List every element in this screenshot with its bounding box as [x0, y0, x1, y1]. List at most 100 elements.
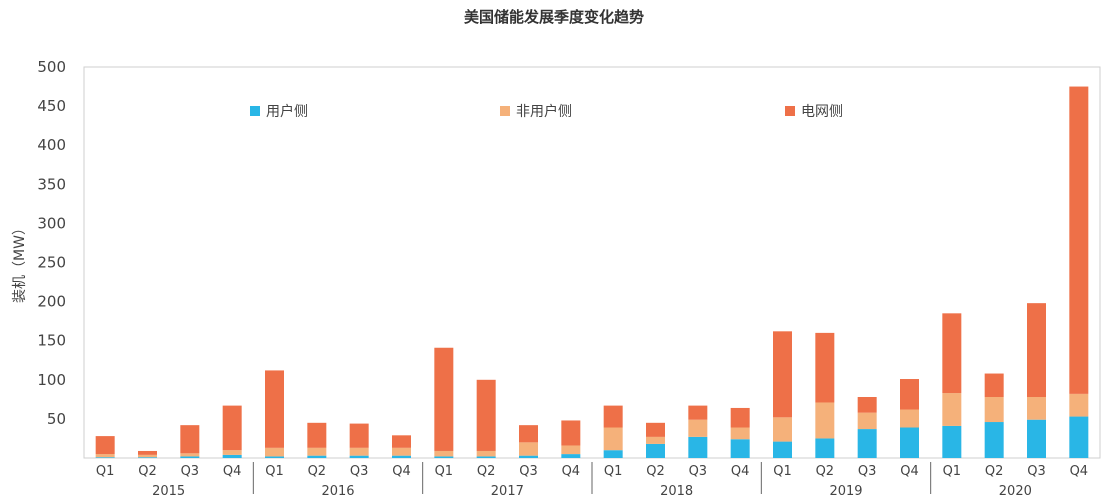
x-tick-label: Q4 — [392, 464, 411, 479]
legend-label: 用户侧 — [266, 103, 308, 120]
year-label: 2017 — [491, 484, 524, 499]
x-axis: Q1 Q2 Q3 Q4 Q1 Q2 Q3 Q4 Q1 Q2 Q3 Q4 Q1 Q2 Q3 Q4 Q1 Q2 Q3 Q4… — [96, 462, 1088, 499]
year-label: 2018 — [660, 484, 693, 499]
bar-segment-s0-10 — [519, 455, 538, 458]
year-label: 2020 — [999, 484, 1032, 499]
bar-segment-s0-9 — [476, 456, 496, 458]
bar-segment-s1-23 — [1069, 393, 1089, 417]
bar-segment-s2-22 — [1027, 303, 1046, 397]
year-label: 2016 — [321, 484, 354, 499]
bar-segment-s2-10 — [519, 425, 538, 443]
bar-segment-s0-0 — [95, 457, 115, 458]
bar-segment-s1-18 — [857, 412, 877, 430]
year-label: 2019 — [829, 484, 862, 499]
x-tick-label: Q4 — [1070, 464, 1089, 479]
bar-segment-s1-4 — [265, 447, 284, 457]
bar-segment-s1-0 — [95, 454, 115, 458]
bars — [95, 86, 1089, 458]
bar-segment-s0-2 — [180, 456, 200, 458]
bar-segment-s1-11 — [561, 445, 581, 455]
legend-swatch — [785, 106, 795, 116]
bar-segment-s1-9 — [476, 450, 496, 457]
bar-segment-s1-16 — [773, 417, 792, 442]
bar-segment-s1-8 — [434, 450, 454, 457]
y-axis: 50 100 150 200 250 300 350 400 450 500 — [37, 58, 66, 428]
x-tick-label: Q3 — [350, 464, 369, 479]
bar-segment-s2-4 — [265, 370, 284, 448]
bar-segment-s2-16 — [773, 331, 792, 418]
bar-segment-s1-12 — [603, 427, 623, 451]
bar-segment-s0-12 — [603, 450, 623, 458]
year-label: 2015 — [152, 484, 185, 499]
bar-segment-s1-14 — [688, 419, 708, 437]
bar-segment-s0-7 — [392, 455, 411, 458]
bar-segment-s2-11 — [561, 420, 581, 446]
bar-segment-s1-20 — [942, 393, 962, 426]
x-tick-label: Q1 — [435, 464, 454, 479]
x-tick-label: Q1 — [604, 464, 623, 479]
x-tick-label: Q4 — [562, 464, 581, 479]
y-tick-label: 100 — [37, 371, 66, 389]
bar-segment-s1-2 — [180, 453, 200, 457]
x-tick-label: Q1 — [265, 464, 284, 479]
bar-segment-s2-9 — [476, 379, 496, 451]
bar-segment-s2-12 — [603, 405, 623, 428]
bar-segment-s0-19 — [900, 427, 919, 458]
bar-segment-s1-21 — [984, 397, 1004, 423]
y-tick-label: 500 — [37, 58, 66, 76]
bar-segment-s0-11 — [561, 454, 581, 458]
bar-segment-s1-19 — [900, 409, 919, 428]
y-axis-label: 装机（MW） — [12, 221, 28, 303]
x-tick-label: Q2 — [985, 464, 1004, 479]
bar-segment-s1-1 — [138, 454, 157, 458]
bar-segment-s0-21 — [984, 422, 1004, 458]
bar-segment-s0-18 — [857, 429, 877, 458]
bar-segment-s0-5 — [307, 455, 327, 458]
bar-segment-s0-4 — [265, 456, 284, 458]
bar-segment-s0-14 — [688, 436, 708, 458]
x-tick-label: Q3 — [181, 464, 200, 479]
bar-segment-s2-19 — [900, 379, 919, 410]
bar-segment-s2-20 — [942, 313, 962, 394]
bar-segment-s2-5 — [307, 422, 327, 448]
bar-segment-s2-21 — [984, 373, 1004, 397]
y-tick-label: 50 — [47, 410, 66, 428]
bar-segment-s1-5 — [307, 447, 327, 456]
y-tick-label: 200 — [37, 293, 66, 311]
x-tick-label: Q4 — [900, 464, 919, 479]
bar-segment-s0-6 — [349, 455, 369, 458]
bar-segment-s0-3 — [222, 454, 242, 458]
x-tick-label: Q2 — [816, 464, 835, 479]
bar-segment-s0-17 — [815, 438, 835, 458]
plot-frame — [83, 66, 1101, 459]
bar-segment-s0-23 — [1069, 416, 1089, 458]
bar-segment-s0-15 — [730, 439, 750, 458]
bar-segment-s0-13 — [646, 443, 665, 458]
bar-segment-s2-8 — [434, 347, 454, 451]
bar-segment-s2-17 — [815, 332, 835, 403]
legend-swatch — [500, 106, 510, 116]
bar-segment-s0-1 — [138, 457, 157, 458]
y-tick-label: 150 — [37, 332, 66, 350]
bar-segment-s2-15 — [730, 407, 750, 428]
bar-segment-s1-17 — [815, 402, 835, 439]
y-tick-label: 300 — [37, 214, 66, 232]
x-tick-label: Q1 — [943, 464, 962, 479]
bar-segment-s2-2 — [180, 425, 200, 454]
y-tick-label: 250 — [37, 254, 66, 272]
legend-label: 非用户侧 — [516, 103, 572, 120]
x-tick-label: Q2 — [138, 464, 157, 479]
bar-segment-s0-16 — [773, 441, 792, 458]
bar-segment-s0-8 — [434, 456, 454, 458]
y-tick-label: 400 — [37, 136, 66, 154]
x-tick-label: Q3 — [1027, 464, 1046, 479]
bar-segment-s2-0 — [95, 436, 115, 455]
x-tick-label: Q4 — [731, 464, 750, 479]
legend-label: 电网侧 — [801, 104, 843, 120]
bar-segment-s1-13 — [646, 436, 665, 444]
bar-segment-s0-20 — [942, 425, 962, 458]
bar-segment-s2-14 — [688, 405, 708, 420]
x-tick-label: Q2 — [477, 464, 496, 479]
y-tick-label: 350 — [37, 175, 66, 193]
x-tick-label: Q2 — [308, 464, 327, 479]
